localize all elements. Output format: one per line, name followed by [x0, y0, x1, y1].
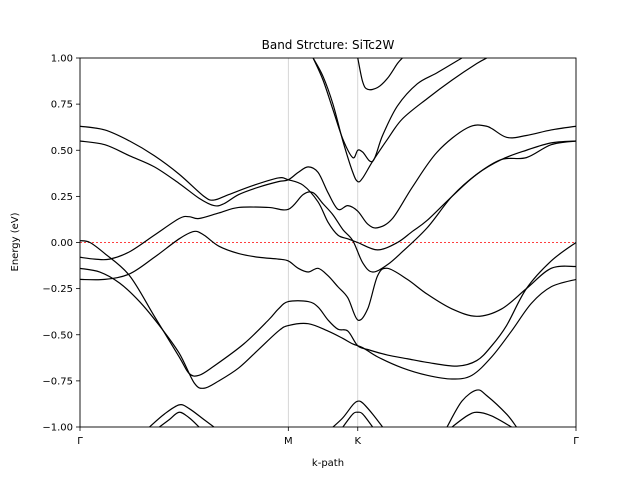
band-line-10 — [149, 404, 215, 427]
x-tick-label: Γ — [77, 436, 83, 447]
band-line-6 — [80, 230, 576, 321]
y-tick-label: −0.25 — [42, 284, 73, 295]
x-tick-label: K — [354, 436, 361, 447]
band-line-7 — [312, 58, 463, 163]
band-line-3 — [80, 124, 576, 229]
band-line-11 — [159, 411, 200, 427]
x-axis-label: k-path — [312, 458, 344, 469]
band-lines — [80, 58, 576, 427]
y-tick-label: 1.00 — [51, 54, 73, 65]
band-line-12 — [332, 400, 384, 427]
y-tick-label: 0.50 — [51, 146, 73, 157]
band-line-15 — [451, 411, 512, 427]
y-tick-label: −0.50 — [42, 330, 73, 341]
y-axis-label: Energy (eV) — [10, 212, 21, 271]
band-line-5 — [80, 267, 576, 389]
band-line-4 — [80, 125, 576, 251]
y-tick-label: −1.00 — [42, 423, 73, 434]
band-line-14 — [446, 389, 517, 427]
y-tick-label: 0.25 — [51, 192, 73, 203]
y-tick-label: −0.75 — [42, 376, 73, 387]
band-line-8 — [312, 58, 488, 183]
band-line-2 — [80, 140, 576, 273]
y-axis-ticks: 1.00 0.75 0.50 0.25 0.00 −0.25 −0.50 −0.75 −1.00 — [42, 54, 80, 434]
chart-title: Band Strcture: SiTc2W — [262, 38, 395, 52]
x-tick-label: M — [284, 436, 293, 447]
band-line-13 — [342, 411, 374, 427]
high-symmetry-grid-lines — [287, 58, 359, 427]
y-tick-label: 0.75 — [51, 100, 73, 111]
y-tick-label: 0.00 — [51, 238, 73, 249]
band-line-1 — [80, 240, 576, 377]
band-line-9 — [357, 58, 403, 91]
x-tick-label: Γ — [573, 436, 579, 447]
